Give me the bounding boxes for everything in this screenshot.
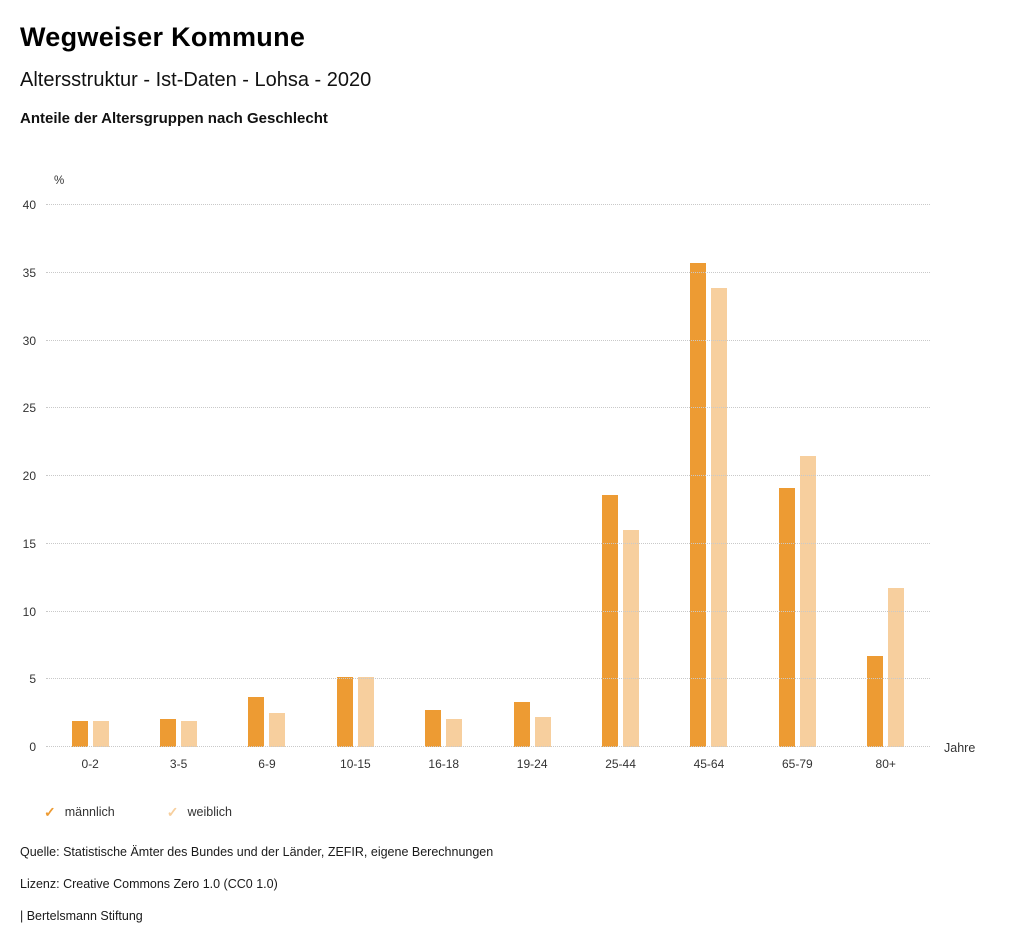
- bar-group-16-18: [400, 205, 488, 747]
- x-tick-label-10-15: 10-15: [340, 757, 371, 771]
- x-tick-label-19-24: 19-24: [516, 757, 548, 771]
- legend-item-männlich[interactable]: ✓ männlich: [44, 805, 115, 819]
- y-tick-label-25: 25: [22, 401, 36, 416]
- bar-männlich-16-18[interactable]: [425, 710, 442, 747]
- x-tick-label-25-44: 25-44: [605, 757, 636, 771]
- bar-weiblich-10-15[interactable]: [357, 676, 374, 747]
- gridline-30: [46, 339, 930, 341]
- bar-group-25-44: [576, 205, 664, 747]
- bar-männlich-3-5[interactable]: [160, 718, 177, 747]
- page: Wegweiser Kommune Altersstruktur - Ist-D…: [20, 22, 1004, 923]
- bar-männlich-80+[interactable]: [867, 656, 884, 747]
- bar-weiblich-16-18[interactable]: [446, 718, 463, 747]
- chart-heading: Anteile der Altersgruppen nach Geschlech…: [20, 110, 328, 127]
- x-tick-label-6-9: 6-9: [258, 757, 276, 771]
- bar-männlich-45-64[interactable]: [690, 263, 707, 747]
- bar-männlich-65-79[interactable]: [778, 488, 795, 747]
- legend-label-weiblich: weiblich: [187, 805, 232, 819]
- age-structure-chart: % Jahre 0 5 10 15 20 25 30 35 40 0-2 3-5 6-9 10-15 1…: [23, 175, 976, 771]
- x-tick-label-16-18: 16-18: [428, 757, 460, 771]
- plot-area: Jahre 0 5 10 15 20 25 30 35 40: [23, 198, 976, 755]
- page-subtitle: Altersstruktur - Ist-Daten - Lohsa - 202…: [20, 69, 372, 91]
- bar-weiblich-0-2[interactable]: [92, 721, 109, 747]
- bar-weiblich-65-79[interactable]: [799, 455, 816, 747]
- bar-weiblich-19-24[interactable]: [534, 717, 551, 747]
- gridline-10: [46, 610, 930, 612]
- license-note: Lizenz: Creative Commons Zero 1.0 (CC0 1…: [20, 877, 278, 891]
- y-tick-label-5: 5: [29, 672, 36, 687]
- x-tick-label-65-79: 65-79: [781, 757, 813, 771]
- bar-group-10-15: [311, 205, 399, 747]
- bar-group-19-24: [488, 205, 576, 747]
- bar-groups: [46, 205, 930, 747]
- gridline-40: [46, 204, 930, 205]
- bar-männlich-19-24[interactable]: [513, 702, 530, 747]
- x-axis-unit-label: Jahre: [944, 741, 976, 755]
- bar-group-80+: [842, 205, 930, 747]
- y-tick-label-35: 35: [22, 265, 36, 280]
- gridline-5: [46, 678, 930, 680]
- legend-check-icon-männlich: ✓: [44, 804, 56, 820]
- bar-group-65-79: [753, 205, 841, 747]
- bar-group-45-64: [665, 205, 753, 747]
- gridline-0: [46, 746, 930, 747]
- y-tick-label-0: 0: [29, 740, 36, 754]
- bar-männlich-6-9[interactable]: [248, 696, 265, 747]
- bar-weiblich-80+[interactable]: [888, 588, 905, 747]
- bar-weiblich-25-44[interactable]: [623, 530, 640, 747]
- y-tick-label-15: 15: [22, 536, 36, 551]
- x-tick-label-80+: 80+: [875, 757, 896, 771]
- legend-item-weiblich[interactable]: ✓ weiblich: [167, 805, 232, 819]
- bar-group-0-2: [46, 205, 134, 747]
- y-tick-label-30: 30: [22, 333, 36, 348]
- x-tick-label-45-64: 45-64: [693, 757, 725, 771]
- bar-männlich-25-44[interactable]: [602, 494, 619, 747]
- chart-legend: ✓ männlich ✓ weiblich: [44, 805, 1004, 819]
- gridline-20: [46, 475, 930, 476]
- gridline-25: [46, 407, 930, 409]
- gridline-35: [46, 271, 930, 273]
- source-note: Quelle: Statistische Ämter des Bundes un…: [20, 845, 494, 859]
- x-tick-label-3-5: 3-5: [169, 757, 188, 771]
- y-axis-unit-label: %: [54, 175, 65, 187]
- bar-weiblich-3-5[interactable]: [181, 721, 198, 747]
- y-tick-label-20: 20: [22, 469, 36, 483]
- gridline-15: [46, 542, 930, 544]
- y-tick-label-40: 40: [22, 198, 36, 212]
- bar-weiblich-6-9[interactable]: [269, 713, 286, 747]
- bar-group-3-5: [134, 205, 222, 747]
- x-axis-tick-labels: 0-2 3-5 6-9 10-15 16-18 19-24 25-44 45-64 65-79 8…: [46, 757, 930, 771]
- bar-männlich-10-15[interactable]: [336, 676, 353, 747]
- bar-männlich-0-2[interactable]: [71, 721, 88, 747]
- bar-group-6-9: [223, 205, 311, 747]
- legend-label-männlich: männlich: [64, 805, 115, 819]
- brand-note: | Bertelsmann Stiftung: [20, 909, 143, 923]
- y-tick-label-10: 10: [22, 604, 36, 619]
- legend-check-icon-weiblich: ✓: [166, 804, 179, 820]
- footer: Quelle: Statistische Ämter des Bundes un…: [20, 845, 1004, 923]
- bar-weiblich-45-64[interactable]: [711, 287, 728, 747]
- page-title: Wegweiser Kommune: [20, 22, 306, 52]
- x-tick-label-0-2: 0-2: [81, 757, 99, 771]
